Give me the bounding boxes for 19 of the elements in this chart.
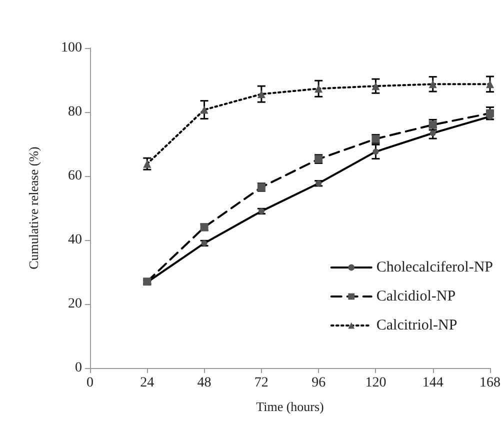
x-axis-title: Time (hours): [256, 399, 324, 414]
x-tick-label: 0: [86, 376, 94, 390]
y-axis-title: Cumulative release (%): [26, 146, 41, 270]
y-tick-label: 40: [68, 232, 82, 248]
x-tick-label: 72: [254, 376, 268, 390]
y-tick-label: 80: [68, 104, 82, 120]
x-tick-label: 168: [480, 376, 500, 390]
y-tick-label: 0: [75, 360, 82, 376]
legend-label: Cholecalciferol-NP: [376, 260, 493, 276]
y-tick-label: 20: [68, 296, 82, 312]
legend-label: Calcidiol-NP: [376, 288, 456, 304]
x-tick-label: 24: [140, 376, 154, 390]
legend-label: Calcitriol-NP: [376, 318, 458, 334]
y-tick-label: 100: [61, 40, 82, 56]
x-tick-label: 144: [422, 376, 444, 390]
x-tick-label: 48: [197, 376, 212, 390]
x-tick-label: 120: [365, 376, 386, 390]
x-tick-label: 96: [312, 376, 326, 390]
y-tick-label: 60: [68, 168, 82, 184]
